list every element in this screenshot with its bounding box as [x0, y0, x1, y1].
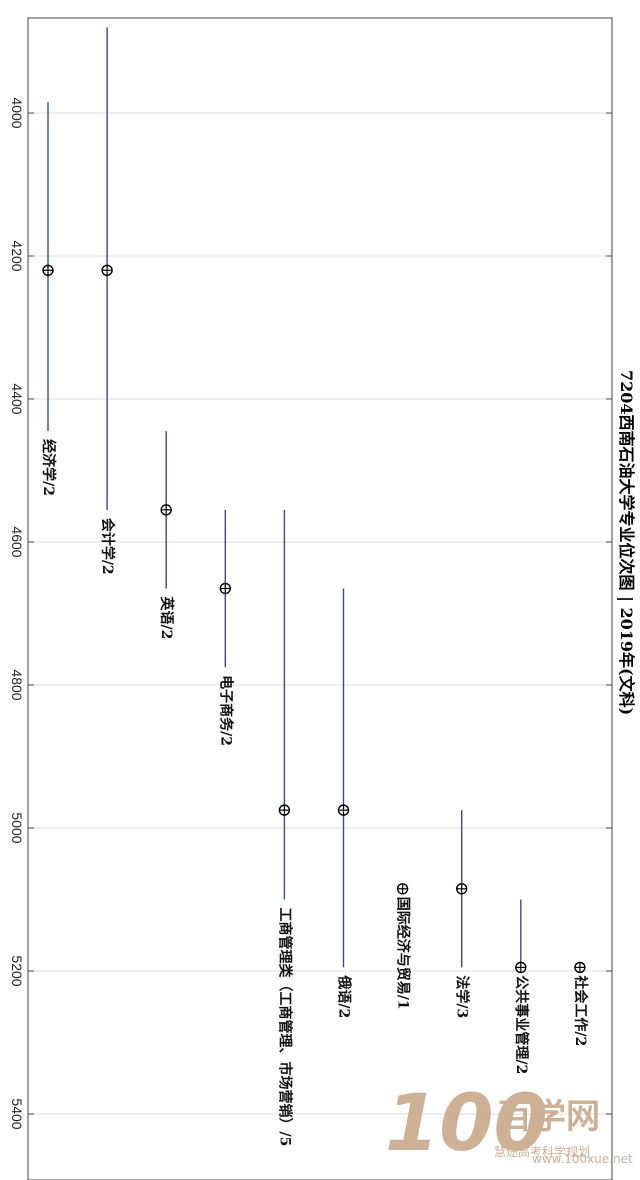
median-marker	[456, 883, 468, 895]
y-tick-label: 5400	[9, 1098, 25, 1129]
category-label: 法学/3	[454, 975, 471, 1018]
range-series	[42, 27, 586, 974]
watermark-brand: 百学网	[498, 1097, 600, 1137]
category-label: 公共事业管理/2	[513, 975, 530, 1074]
median-marker	[396, 883, 409, 895]
category-labels: 经济学/2 会计学/2 英语/2 电子商务/2 工商管理类（工商管理、市场营销）/5 俄语…	[40, 439, 589, 1146]
category-label: 英语/2	[158, 595, 175, 639]
y-tick-label: 4600	[9, 526, 25, 557]
y-tick-label: 4200	[9, 240, 25, 271]
median-marker	[337, 804, 350, 816]
watermark-sub: 慧途高考科学规划	[494, 1144, 590, 1159]
median-marker	[42, 264, 54, 276]
watermark: 100 百学网 慧途高考科学规划 www.100xue.net	[385, 1079, 633, 1169]
category-label: 电子商务/2	[217, 675, 234, 746]
median-marker	[101, 264, 113, 276]
watermark-logo: 100	[385, 1079, 548, 1169]
plot-frame	[27, 17, 613, 1180]
y-tick-label: 4400	[9, 383, 25, 414]
y-axis-ticks: 4000 4200 4400 4600 4800 5000 5200 5400	[9, 97, 612, 1130]
category-label: 国际经济与贸易/1	[395, 897, 412, 1010]
y-tick-label: 4000	[9, 97, 25, 128]
median-marker	[219, 582, 232, 595]
y-tick-label: 5200	[9, 955, 25, 986]
category-label: 工商管理类（工商管理、市场营销）/5	[276, 908, 293, 1147]
median-marker	[574, 961, 586, 974]
y-tick-label: 5000	[9, 812, 25, 843]
watermark-site: www.100xue.net	[532, 1152, 633, 1166]
category-label: 俄语/2	[336, 974, 353, 1018]
category-label: 会计学/2	[99, 518, 116, 575]
category-label: 社会工作/2	[572, 974, 589, 1046]
category-label: 经济学/2	[40, 439, 57, 496]
grid-lines	[29, 112, 611, 1115]
median-marker	[515, 961, 527, 974]
chart-title: 7204西南石油大学专业位次图 | 2019年(文科)	[617, 370, 636, 715]
median-marker	[160, 504, 172, 516]
median-marker	[278, 804, 291, 816]
y-tick-label: 4800	[9, 669, 25, 700]
